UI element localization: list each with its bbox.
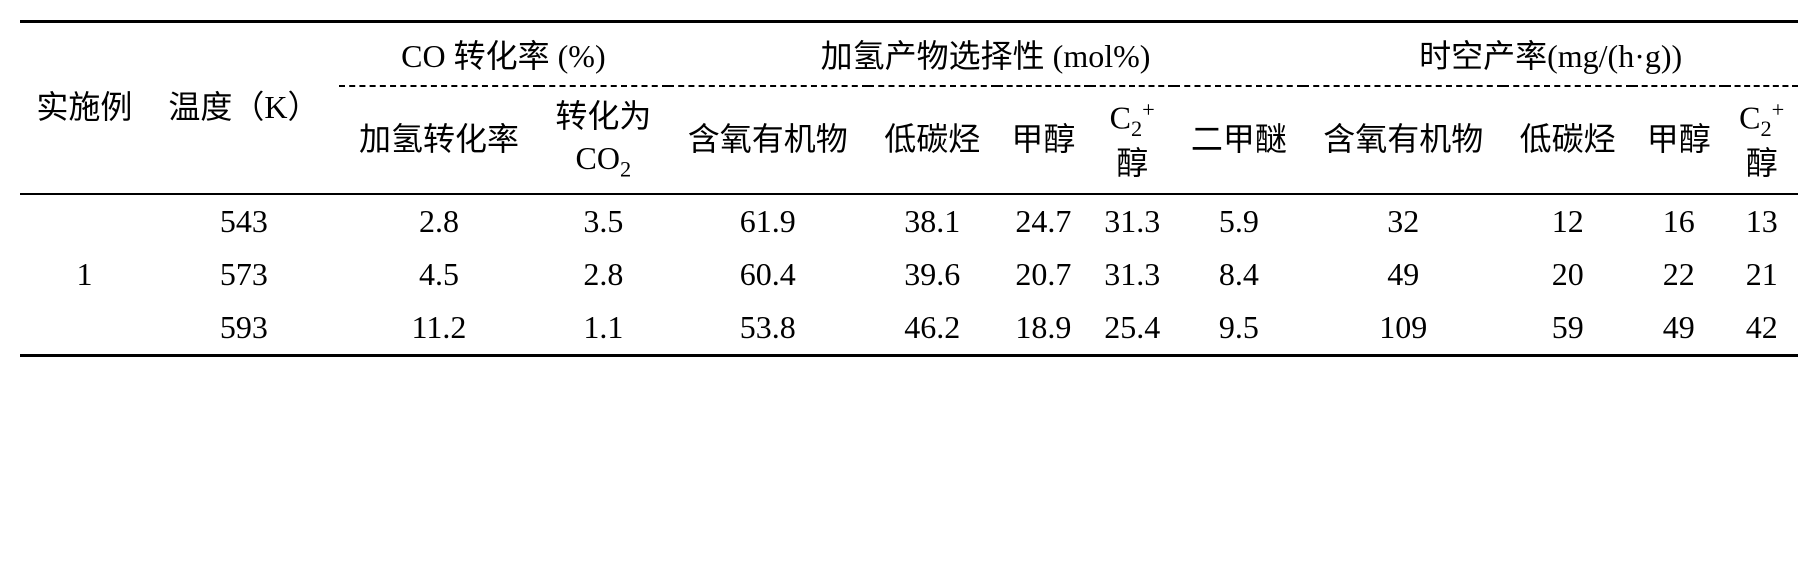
header-row-1: 实施例 温度（K） CO 转化率 (%) 加氢产物选择性 (mol%) 时空产率… (20, 22, 1798, 87)
cell-sel-meoh: 18.9 (997, 301, 1090, 356)
cell-sel-meoh: 24.7 (997, 194, 1090, 248)
cell-sel-c2: 31.3 (1090, 194, 1174, 248)
cell-sty-c2: 42 (1725, 301, 1798, 356)
sub-header-sel-c2: C2+ 醇 (1090, 86, 1174, 194)
header-text-sty-c2-c: C (1739, 100, 1760, 136)
header-text-example: 实施例 (36, 89, 132, 125)
header-text-temperature: 温度（K） (168, 89, 319, 125)
cell-example (20, 194, 149, 248)
header-text-sty-c2-suffix: 醇 (1746, 145, 1778, 181)
cell-sty-meoh: 16 (1632, 194, 1725, 248)
sub-header-sel-lc: 低碳烃 (868, 86, 997, 194)
header-text-co-conversion: CO 转化率 (%) (401, 38, 605, 74)
cell-temperature: 593 (149, 301, 339, 356)
cell-sel-lc: 46.2 (868, 301, 997, 356)
cell-sty-lc: 59 (1503, 301, 1632, 356)
sub-header-sty-lc: 低碳烃 (1503, 86, 1632, 194)
header-text-sel-c2-c: C (1110, 100, 1131, 136)
header-text-sel-meoh: 甲醇 (1011, 121, 1075, 157)
cell-sel-oxy: 60.4 (668, 248, 868, 301)
cell-sty-meoh: 49 (1632, 301, 1725, 356)
cell-sel-dme: 8.4 (1174, 248, 1303, 301)
header-text-space-time-yield: 时空产率(mg/(h·g)) (1419, 38, 1682, 74)
cell-sty-lc: 12 (1503, 194, 1632, 248)
header-text-sty-lc: 低碳烃 (1520, 121, 1616, 157)
cell-temperature: 573 (149, 248, 339, 301)
header-text-selectivity: 加氢产物选择性 (mol%) (821, 38, 1151, 74)
cell-sel-dme: 9.5 (1174, 301, 1303, 356)
header-text-to-co2-prefix: 转化为 (555, 98, 651, 134)
sub-header-sty-c2: C2+ 醇 (1725, 86, 1798, 194)
cell-temperature: 543 (149, 194, 339, 248)
cell-hydro-conv: 2.8 (339, 194, 539, 248)
header-text-to-co2-sub: 2 (620, 156, 631, 181)
sub-header-hydro-conv: 加氢转化率 (339, 86, 539, 194)
sub-header-sty-meoh: 甲醇 (1632, 86, 1725, 194)
header-text-sty-oxy: 含氧有机物 (1323, 121, 1483, 157)
table-row: 593 11.2 1.1 53.8 46.2 18.9 25.4 9.5 109… (20, 301, 1798, 356)
sub-header-sel-oxy: 含氧有机物 (668, 86, 868, 194)
group-header-selectivity: 加氢产物选择性 (mol%) (668, 22, 1303, 87)
cell-sel-meoh: 20.7 (997, 248, 1090, 301)
cell-sty-c2: 13 (1725, 194, 1798, 248)
cell-sty-oxy: 109 (1303, 301, 1503, 356)
cell-sty-lc: 20 (1503, 248, 1632, 301)
cell-sty-c2: 21 (1725, 248, 1798, 301)
cell-example (20, 301, 149, 356)
data-table-container: 实施例 温度（K） CO 转化率 (%) 加氢产物选择性 (mol%) 时空产率… (20, 20, 1798, 357)
header-text-sel-dme: 二甲醚 (1191, 121, 1287, 157)
table-row: 543 2.8 3.5 61.9 38.1 24.7 31.3 5.9 32 1… (20, 194, 1798, 248)
header-text-sel-c2-sub: 2 (1131, 116, 1142, 141)
cell-sty-oxy: 49 (1303, 248, 1503, 301)
cell-sel-c2: 31.3 (1090, 248, 1174, 301)
cell-sel-lc: 38.1 (868, 194, 997, 248)
cell-hydro-conv: 4.5 (339, 248, 539, 301)
group-header-space-time-yield: 时空产率(mg/(h·g)) (1303, 22, 1798, 87)
data-table: 实施例 温度（K） CO 转化率 (%) 加氢产物选择性 (mol%) 时空产率… (20, 20, 1798, 357)
cell-to-co2: 2.8 (539, 248, 668, 301)
cell-to-co2: 1.1 (539, 301, 668, 356)
header-text-sel-c2-suffix: 醇 (1116, 145, 1148, 181)
group-header-co-conversion: CO 转化率 (%) (339, 22, 668, 87)
sub-header-to-co2: 转化为 CO2 (539, 86, 668, 194)
header-text-sty-meoh: 甲醇 (1647, 121, 1711, 157)
header-text-to-co2-co: CO (576, 140, 620, 176)
cell-sel-dme: 5.9 (1174, 194, 1303, 248)
cell-sel-oxy: 61.9 (668, 194, 868, 248)
table-header: 实施例 温度（K） CO 转化率 (%) 加氢产物选择性 (mol%) 时空产率… (20, 22, 1798, 194)
sub-header-sel-meoh: 甲醇 (997, 86, 1090, 194)
header-text-sel-oxy: 含氧有机物 (688, 121, 848, 157)
cell-sel-lc: 39.6 (868, 248, 997, 301)
table-body: 543 2.8 3.5 61.9 38.1 24.7 31.3 5.9 32 1… (20, 194, 1798, 356)
cell-example: 1 (20, 248, 149, 301)
col-header-example: 实施例 (20, 22, 149, 194)
sub-header-sty-oxy: 含氧有机物 (1303, 86, 1503, 194)
sub-header-sel-dme: 二甲醚 (1174, 86, 1303, 194)
cell-to-co2: 3.5 (539, 194, 668, 248)
cell-sty-meoh: 22 (1632, 248, 1725, 301)
table-row: 1 573 4.5 2.8 60.4 39.6 20.7 31.3 8.4 49… (20, 248, 1798, 301)
header-text-sel-c2-sup: + (1142, 97, 1155, 122)
col-header-temperature: 温度（K） (149, 22, 339, 194)
header-text-sel-lc: 低碳烃 (884, 121, 980, 157)
header-text-sty-c2-sub: 2 (1760, 116, 1771, 141)
header-text-sty-c2-sup: + (1772, 97, 1785, 122)
cell-hydro-conv: 11.2 (339, 301, 539, 356)
header-text-hydro-conv: 加氢转化率 (359, 121, 519, 157)
cell-sty-oxy: 32 (1303, 194, 1503, 248)
cell-sel-oxy: 53.8 (668, 301, 868, 356)
cell-sel-c2: 25.4 (1090, 301, 1174, 356)
